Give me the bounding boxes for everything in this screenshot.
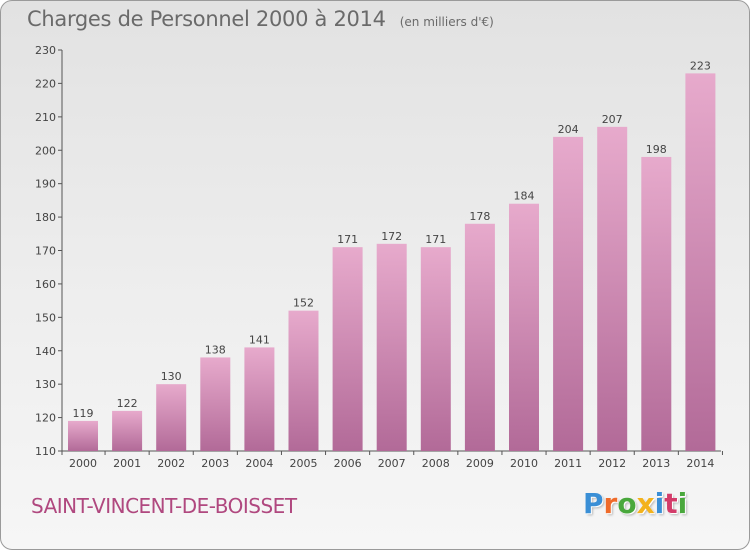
x-tick-label: 2006 — [334, 457, 362, 470]
data-label: 130 — [161, 370, 182, 383]
y-tick-label: 200 — [35, 144, 56, 157]
bar-2003 — [200, 357, 231, 451]
data-label: 204 — [558, 123, 579, 136]
data-label: 138 — [205, 343, 226, 356]
x-tick-label: 2007 — [378, 457, 406, 470]
x-tick-label: 2005 — [290, 457, 318, 470]
x-tick-label: 2001 — [113, 457, 141, 470]
x-tick-label: 2002 — [157, 457, 185, 470]
data-label: 172 — [381, 230, 402, 243]
bar-2014 — [685, 73, 716, 452]
proxiti-logo: Proxiti — [583, 487, 687, 520]
data-label: 152 — [293, 297, 314, 310]
bar-2000 — [68, 420, 98, 451]
bar-2012 — [597, 126, 628, 451]
logo-letter: r — [603, 487, 618, 520]
chart-subtitle: (en milliers d'€) — [399, 15, 494, 29]
data-label: 171 — [425, 233, 446, 246]
chart-title: Charges de Personnel 2000 à 2014 (en mill… — [27, 7, 494, 31]
bar-2006 — [332, 247, 363, 451]
x-tick-label: 2011 — [554, 457, 582, 470]
commune-name: SAINT-VINCENT-DE-BOISSET — [31, 494, 297, 518]
bar-2010 — [509, 203, 539, 451]
bar-2011 — [553, 136, 584, 451]
data-label: 178 — [469, 210, 490, 223]
y-tick-label: 160 — [35, 278, 56, 291]
x-tick-label: 2009 — [466, 457, 494, 470]
y-tick-label: 180 — [35, 211, 56, 224]
logo-letter: t — [664, 487, 678, 520]
bar-2013 — [641, 156, 672, 451]
x-tick-label: 2008 — [422, 457, 450, 470]
logo-letter: i — [654, 487, 665, 520]
bar-2005 — [288, 310, 319, 451]
y-tick-label: 230 — [35, 44, 56, 57]
x-tick-label: 2012 — [598, 457, 626, 470]
logo-letter: i — [677, 487, 688, 520]
y-tick-label: 120 — [35, 412, 56, 425]
bar-2008 — [420, 247, 451, 451]
bar-2002 — [156, 384, 187, 451]
data-label: 184 — [514, 190, 535, 203]
data-label: 198 — [646, 143, 667, 156]
x-tick-label: 2004 — [245, 457, 273, 470]
x-tick-label: 2000 — [69, 457, 97, 470]
logo-letter: P — [583, 487, 604, 520]
chart-title-text: Charges de Personnel 2000 à 2014 — [27, 7, 386, 31]
y-tick-label: 170 — [35, 245, 56, 258]
data-label: 119 — [73, 407, 94, 420]
y-tick-label: 210 — [35, 111, 56, 124]
bar-2007 — [376, 243, 407, 451]
y-tick-label: 140 — [35, 345, 56, 358]
bar-2009 — [464, 223, 495, 451]
data-label: 207 — [602, 113, 623, 126]
y-tick-label: 190 — [35, 178, 56, 191]
bar-2001 — [112, 410, 143, 451]
data-label: 223 — [690, 59, 711, 72]
y-tick-label: 110 — [35, 445, 56, 458]
x-tick-label: 2014 — [686, 457, 714, 470]
bar-2004 — [244, 347, 275, 451]
x-tick-label: 2010 — [510, 457, 538, 470]
y-tick-label: 150 — [35, 311, 56, 324]
logo-letter: x — [636, 487, 655, 520]
data-label: 171 — [337, 233, 358, 246]
logo-letter: o — [617, 487, 637, 520]
x-tick-label: 2003 — [201, 457, 229, 470]
x-tick-label: 2013 — [642, 457, 670, 470]
y-tick-label: 130 — [35, 378, 56, 391]
data-label: 141 — [249, 333, 270, 346]
y-tick-label: 220 — [35, 77, 56, 90]
data-label: 122 — [117, 397, 138, 410]
